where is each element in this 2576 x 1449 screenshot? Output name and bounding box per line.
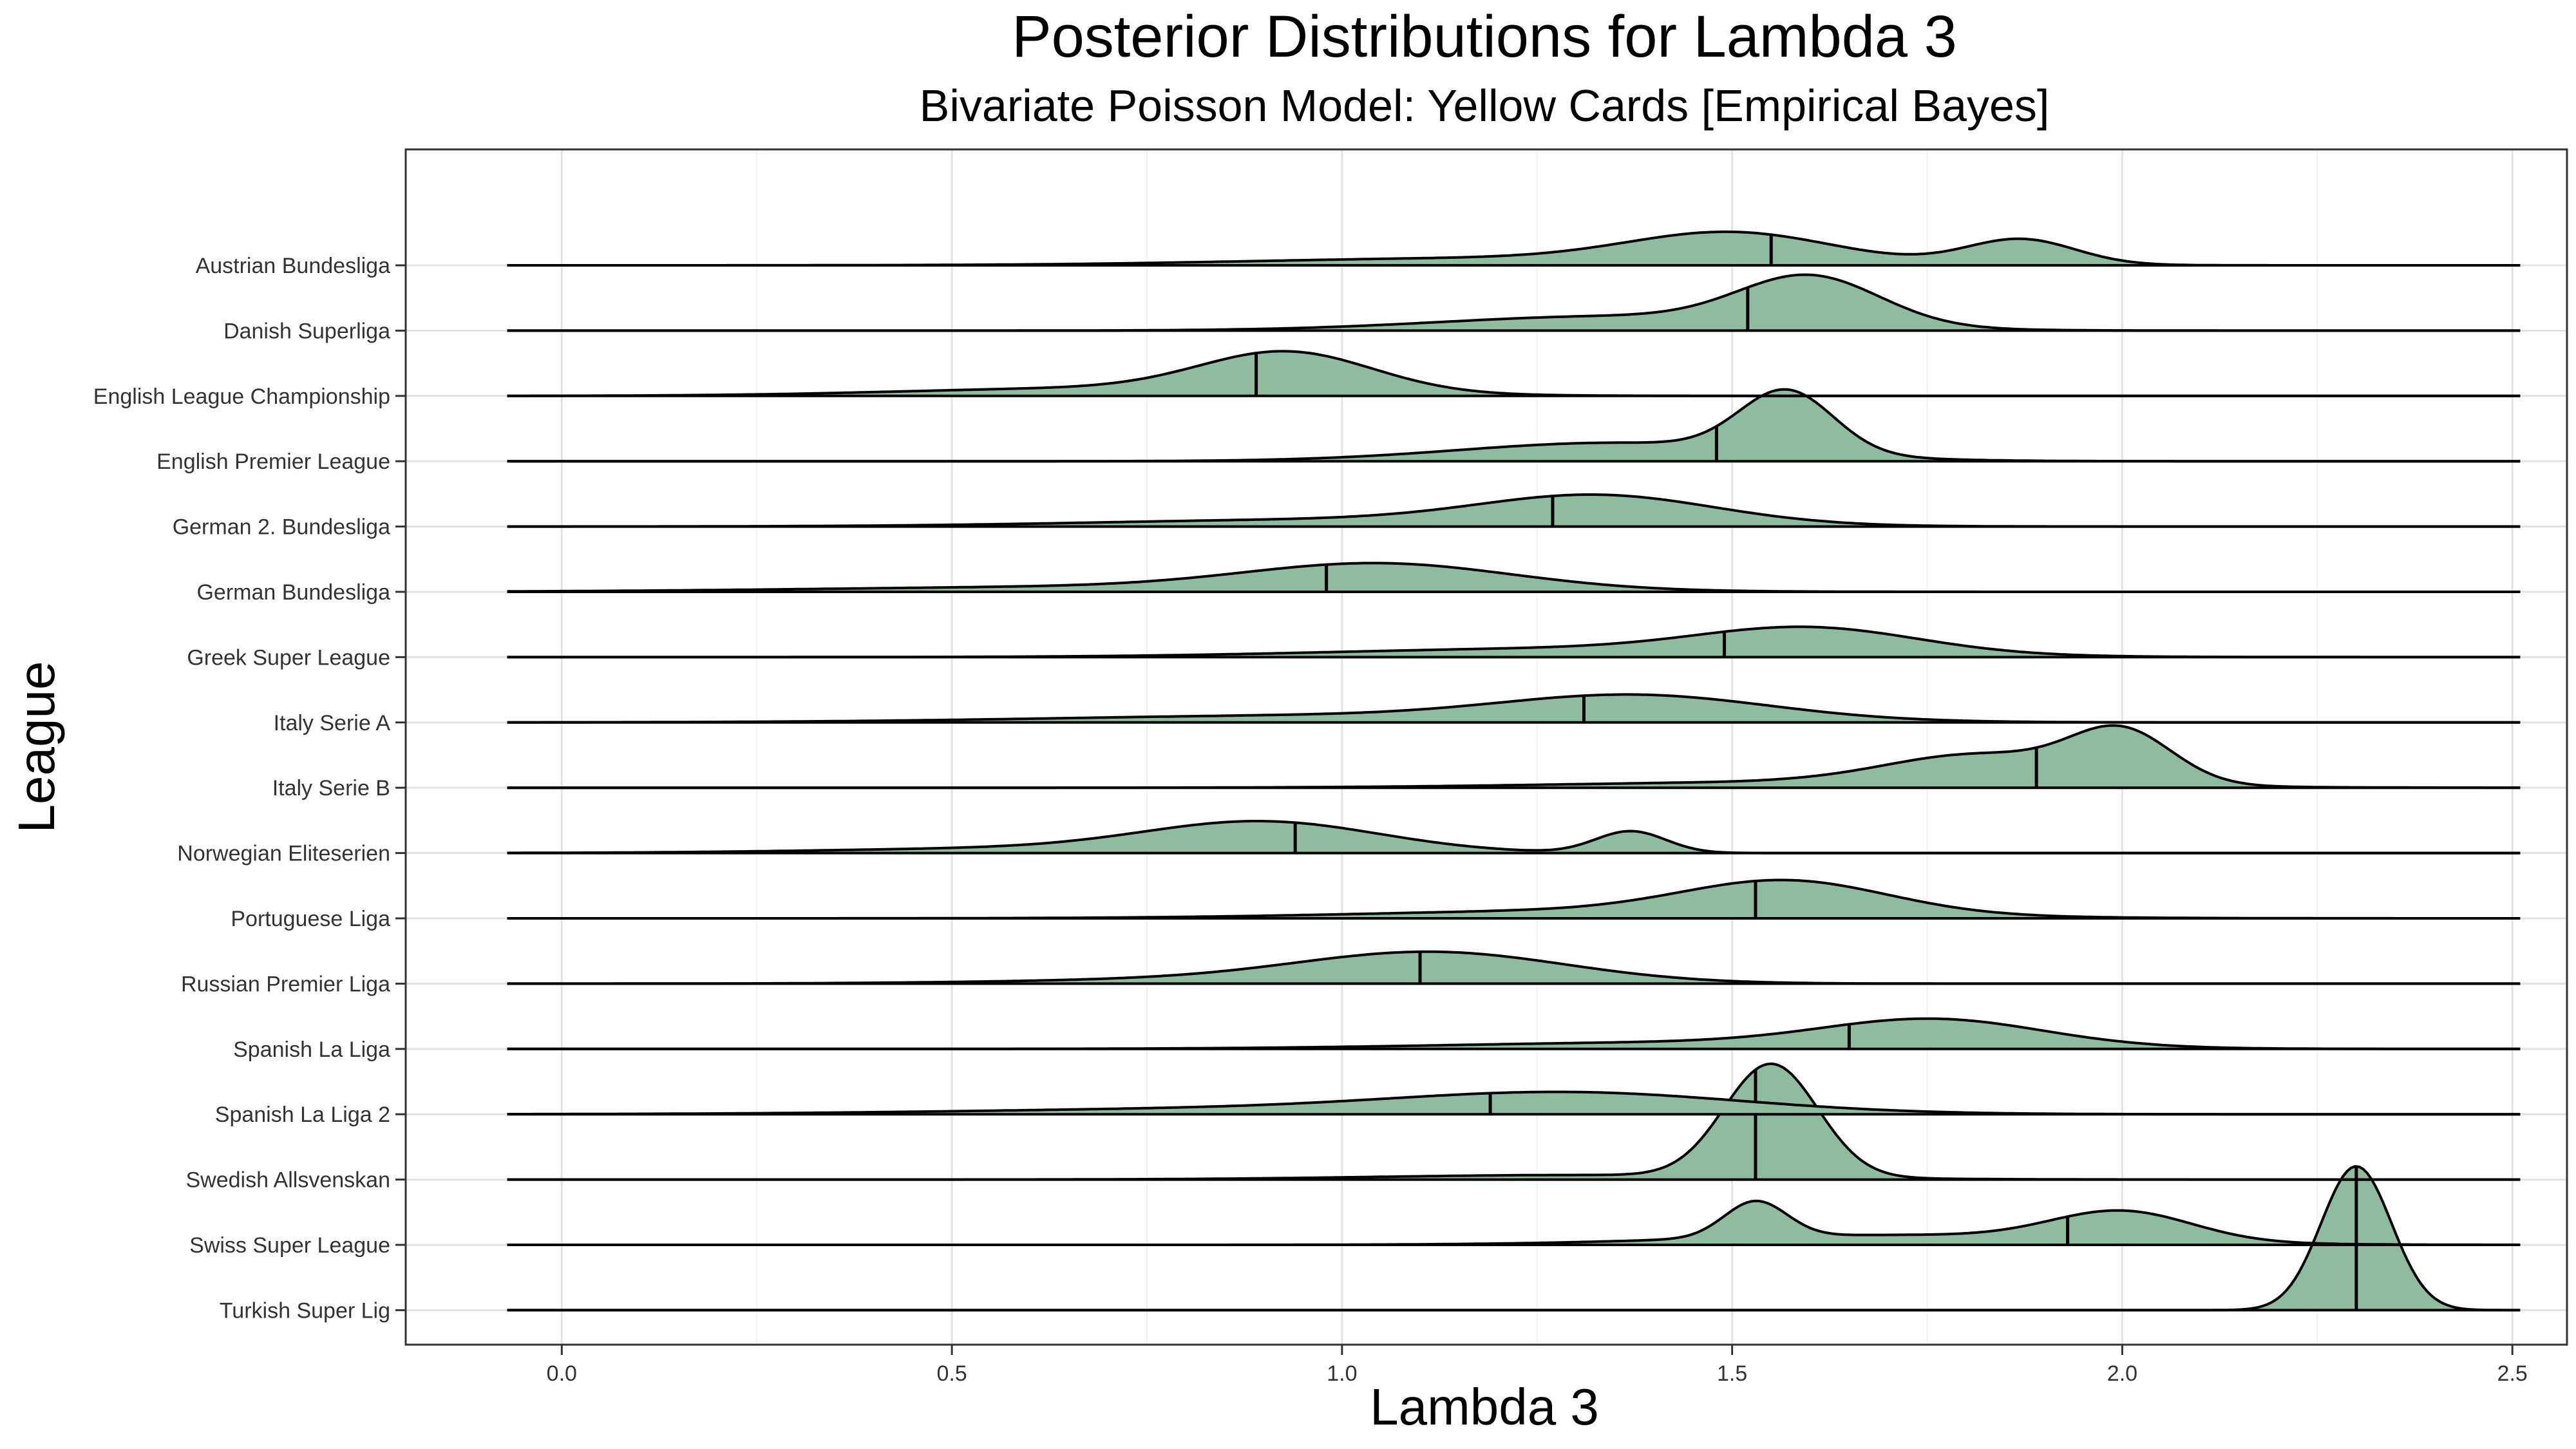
- y-axis-ticks: Turkish Super Lig Swiss Super League Swedi…: [93, 254, 406, 1323]
- ridge-spanish-la-liga-2: [507, 1090, 2521, 1116]
- ridge-russian-premier-liga: [507, 950, 2521, 985]
- ridge-norwegian-eliteserien: [507, 820, 2521, 855]
- y-tick-label: Swedish Allsvenskan: [185, 1168, 390, 1193]
- ridge-german-bundesliga: [507, 562, 2521, 593]
- ridges: [507, 230, 2521, 1312]
- ridge-fill: [507, 231, 2521, 265]
- ridge-italy-serie-a: [507, 693, 2521, 724]
- ridge-fill: [507, 694, 2521, 723]
- y-tick-label: Danish Superliga: [223, 319, 390, 343]
- y-tick-label: English Premier League: [156, 450, 390, 474]
- x-tick-label: 2.0: [2107, 1361, 2137, 1386]
- ridge-fill: [507, 1166, 2521, 1311]
- ridge-swiss-super-league: [507, 1199, 2521, 1246]
- y-tick-label: Austrian Bundesliga: [196, 254, 391, 278]
- ridge-italy-serie-b: [507, 724, 2521, 790]
- y-tick-label: German Bundesliga: [196, 580, 390, 605]
- y-axis-label: League: [8, 661, 65, 833]
- chart-title: Posterior Distributions for Lambda 3: [1012, 4, 1957, 70]
- ridge-fill: [507, 563, 2521, 592]
- x-axis-label: Lambda 3: [1370, 1378, 1599, 1435]
- ridge-fill: [507, 725, 2521, 788]
- x-tick-label: 1.0: [1327, 1361, 1357, 1386]
- ridge-fill: [507, 1092, 2521, 1115]
- ridge-german-2-bundesliga: [507, 493, 2521, 528]
- ridge-spanish-la-liga: [507, 1017, 2521, 1050]
- y-tick-label: Swiss Super League: [189, 1233, 390, 1258]
- y-tick-label: German 2. Bundesliga: [173, 515, 390, 540]
- ridge-english-league-championship: [507, 350, 2521, 397]
- y-tick-label: Italy Serie B: [272, 776, 390, 800]
- y-tick-label: Portuguese Liga: [231, 907, 390, 931]
- y-tick-label: Spanish La Liga: [233, 1037, 390, 1062]
- ridge-fill: [507, 1018, 2521, 1049]
- ridge-fill: [507, 495, 2521, 527]
- y-tick-label: Turkish Super Lig: [220, 1298, 390, 1323]
- chart-subtitle: Bivariate Poisson Model: Yellow Cards [E…: [920, 80, 2050, 131]
- ridge-austrian-bundesliga: [507, 230, 2521, 267]
- ridge-fill: [507, 1200, 2521, 1245]
- ridge-swedish-allsvenskan: [507, 1062, 2521, 1181]
- ridge-english-premier-league: [507, 388, 2521, 463]
- ridge-fill: [507, 951, 2521, 984]
- y-tick-label: Greek Super League: [187, 645, 390, 670]
- y-tick-label: Italy Serie A: [274, 711, 391, 735]
- x-tick-label: 0.5: [936, 1361, 967, 1386]
- x-axis-ticks: 0.0 0.5 1.0 1.5 2.0 2.5: [547, 1345, 2528, 1386]
- x-tick-label: 0.0: [547, 1361, 577, 1386]
- x-tick-label: 1.5: [1717, 1361, 1747, 1386]
- ridge-turkish-super-lig: [507, 1165, 2521, 1312]
- y-tick-label: Spanish La Liga 2: [215, 1103, 390, 1127]
- y-tick-label: Norwegian Eliteserien: [177, 842, 390, 866]
- panel-border: [404, 148, 2568, 1346]
- x-tick-label: 2.5: [2497, 1361, 2528, 1386]
- ridge-danish-superliga: [507, 273, 2521, 332]
- ridge-greek-super-league: [507, 625, 2521, 659]
- y-tick-label: English League Championship: [93, 384, 390, 409]
- ridge-portuguese-liga: [507, 878, 2521, 920]
- ridge-fill: [507, 627, 2521, 658]
- y-tick-label: Russian Premier Liga: [181, 972, 390, 996]
